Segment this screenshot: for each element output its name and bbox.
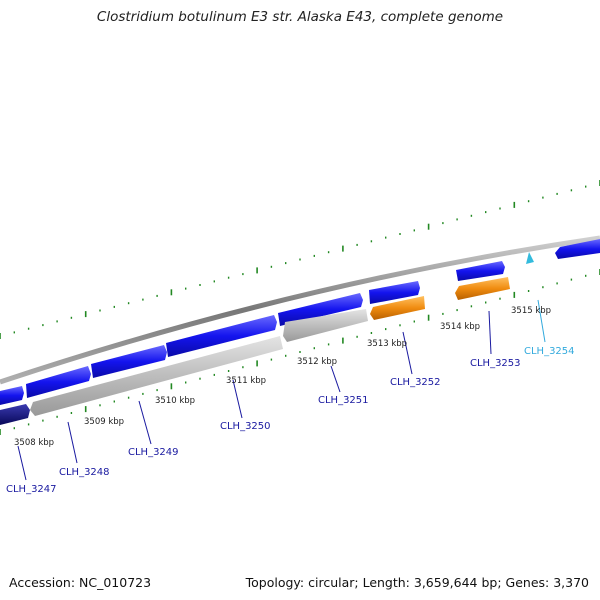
kbp-label: 3513 kbp (367, 339, 407, 349)
kbp-label: 3514 kbp (440, 322, 480, 332)
gene-label[interactable]: CLH_3248 (59, 467, 110, 478)
gene-feature-cds[interactable] (456, 261, 505, 281)
gene-label[interactable]: CLH_3253 (470, 358, 521, 369)
gene-feature-cds[interactable] (166, 315, 277, 357)
gene-feature-pseudo[interactable] (30, 336, 283, 416)
gene-labels: CLH_3247 CLH_3248 CLH_3249 CLH_3250 CLH_… (6, 346, 575, 495)
gene-label[interactable]: CLH_3250 (220, 421, 271, 432)
gene-feature-pseudo[interactable] (283, 309, 368, 342)
gene-label[interactable]: CLH_3249 (128, 447, 179, 458)
gene-feature-dark[interactable] (0, 404, 30, 425)
kbp-label: 3511 kbp (226, 376, 266, 386)
genome-backbone (0, 235, 600, 385)
label-leader-lines (17, 299, 546, 481)
gene-feature-cds[interactable] (555, 239, 600, 259)
kbp-label: 3509 kbp (84, 417, 124, 427)
outer-tick-marks (0, 180, 600, 339)
gene-feature-cds[interactable] (278, 293, 363, 326)
gene-feature-cds[interactable] (369, 281, 420, 304)
kbp-label: 3508 kbp (14, 438, 54, 448)
kbp-label: 3512 kbp (297, 357, 337, 367)
inner-tick-marks (0, 269, 600, 435)
kbp-label: 3510 kbp (155, 396, 195, 406)
genome-summary-text: Topology: circular; Length: 3,659,644 bp… (245, 575, 589, 590)
accession-text: Accession: NC_010723 (9, 575, 152, 590)
gene-label[interactable]: CLH_3252 (390, 377, 441, 388)
gene-feature-orange[interactable] (455, 277, 510, 300)
gene-label[interactable]: CLH_3254 (524, 346, 575, 357)
kbp-label: 3515 kbp (511, 306, 551, 316)
forward-strand-features (0, 239, 600, 405)
gene-feature-cds[interactable] (91, 345, 167, 378)
kbp-labels: 3508 kbp 3509 kbp 3510 kbp 3511 kbp 3512… (14, 306, 551, 448)
gene-feature-orange[interactable] (370, 296, 425, 320)
gene-feature-cds[interactable] (26, 366, 91, 398)
gene-label[interactable]: CLH_3247 (6, 484, 57, 495)
map-title: Clostridium botulinum E3 str. Alaska E43… (96, 9, 504, 25)
gene-feature-rna[interactable] (526, 252, 534, 264)
gene-feature-cds[interactable] (0, 386, 24, 405)
gene-label[interactable]: CLH_3251 (318, 395, 369, 406)
reverse-strand-features (0, 277, 510, 425)
